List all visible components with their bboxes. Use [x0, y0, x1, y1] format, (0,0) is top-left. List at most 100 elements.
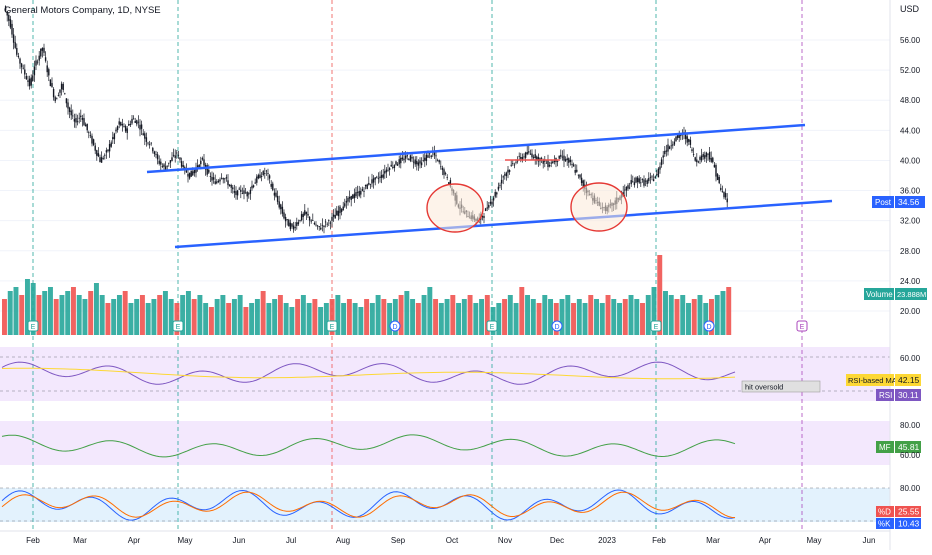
candle-body: [217, 180, 220, 182]
candle-body: [563, 155, 565, 161]
candle-body: [123, 126, 125, 128]
candle-body: [283, 212, 285, 219]
candle-body: [241, 192, 244, 194]
candle-body: [190, 170, 192, 177]
price-tick: 52.00: [900, 66, 921, 75]
volume-bar: [674, 299, 680, 335]
price-tick: 36.00: [900, 187, 921, 196]
candle-body: [582, 180, 584, 187]
candle-body: [380, 175, 383, 178]
channel-lower-line[interactable]: [174, 199, 833, 249]
candle-body: [404, 155, 407, 159]
candle-body: [236, 190, 239, 196]
highlight-ellipse-1[interactable]: [426, 183, 484, 233]
candle-body: [507, 169, 509, 173]
candle-body: [396, 164, 399, 166]
volume-bar: [13, 287, 19, 335]
time-tick: Apr: [128, 536, 141, 545]
candle-body: [196, 165, 199, 168]
mf-panel-bg: [0, 421, 890, 465]
time-tick: Oct: [446, 536, 459, 545]
rsi-ma-label: RSI-based MA: [848, 376, 897, 385]
event-marker-label: D: [554, 324, 559, 331]
candle-body: [699, 157, 701, 160]
volume-bar: [272, 299, 278, 335]
volume-bar: [502, 299, 508, 335]
volume-bar: [668, 295, 674, 335]
channel-upper-line[interactable]: [146, 123, 806, 174]
stoch-d-label: %D: [878, 508, 891, 517]
candle-body: [379, 176, 381, 179]
candle-body: [420, 162, 423, 166]
candle-body: [652, 179, 655, 182]
candle-body: [24, 69, 26, 75]
chart-title: General Motors Company, 1D, NYSE: [4, 5, 161, 16]
candle-body: [630, 180, 632, 185]
candle-body: [169, 160, 172, 163]
candle-body: [131, 118, 133, 124]
candle-body: [358, 190, 360, 196]
time-tick: Jun: [233, 536, 246, 545]
candle-body: [438, 160, 440, 163]
candle-body: [561, 156, 564, 158]
candle-body: [300, 214, 303, 221]
candle-body: [494, 192, 496, 197]
candle-body: [382, 174, 384, 178]
volume-bar: [513, 303, 519, 335]
dividend-marker: [551, 320, 563, 332]
volume-bar: [116, 295, 122, 335]
candle-body: [659, 166, 661, 170]
candle-body: [272, 183, 274, 191]
dividend-marker: [389, 320, 401, 332]
volume-bar: [76, 295, 82, 335]
candle-body: [139, 124, 141, 130]
candle-body: [715, 165, 717, 177]
candle-body: [377, 178, 380, 180]
candle-body: [361, 189, 364, 191]
volume-bar: [203, 303, 209, 335]
candle-body: [20, 63, 23, 68]
candle-body: [628, 187, 631, 189]
candle-body: [433, 151, 436, 156]
candle-body: [446, 177, 448, 178]
volume-bar: [714, 295, 720, 335]
volume-bar: [249, 303, 255, 335]
volume-bar: [571, 303, 577, 335]
candle-body: [171, 157, 173, 161]
volume-bar: [542, 295, 548, 335]
volume-bar: [30, 283, 36, 335]
candle-body: [281, 206, 284, 214]
candle-body: [64, 93, 66, 95]
candle-body: [638, 178, 640, 183]
candle-body: [435, 155, 437, 157]
time-tick: Sep: [391, 536, 406, 545]
volume-bar: [88, 291, 94, 335]
candle-body: [316, 225, 319, 227]
candle-body: [625, 186, 628, 191]
time-tick: Nov: [498, 536, 512, 545]
candle-body: [489, 201, 492, 204]
candle-body: [324, 221, 327, 223]
mf-label: MF: [879, 443, 891, 452]
candle-body: [67, 102, 69, 109]
candle-body: [512, 163, 514, 165]
candle-body: [142, 133, 144, 136]
candle-body: [278, 201, 280, 208]
volume-bar: [283, 303, 289, 335]
highlight-ellipse-2[interactable]: [570, 182, 628, 232]
volume-bar: [559, 299, 565, 335]
volume-bar: [231, 299, 237, 335]
candle-body: [313, 223, 316, 225]
candle-body: [579, 174, 581, 178]
candle-body: [198, 164, 200, 168]
candle-body: [436, 160, 439, 162]
volume-bar: [381, 299, 387, 335]
candle-body: [124, 126, 127, 132]
candle-body: [566, 158, 568, 160]
candle-body: [529, 153, 532, 155]
candle-body: [73, 119, 76, 122]
candle-body: [17, 55, 20, 58]
volume-bar: [617, 303, 622, 335]
candle-body: [115, 129, 117, 132]
